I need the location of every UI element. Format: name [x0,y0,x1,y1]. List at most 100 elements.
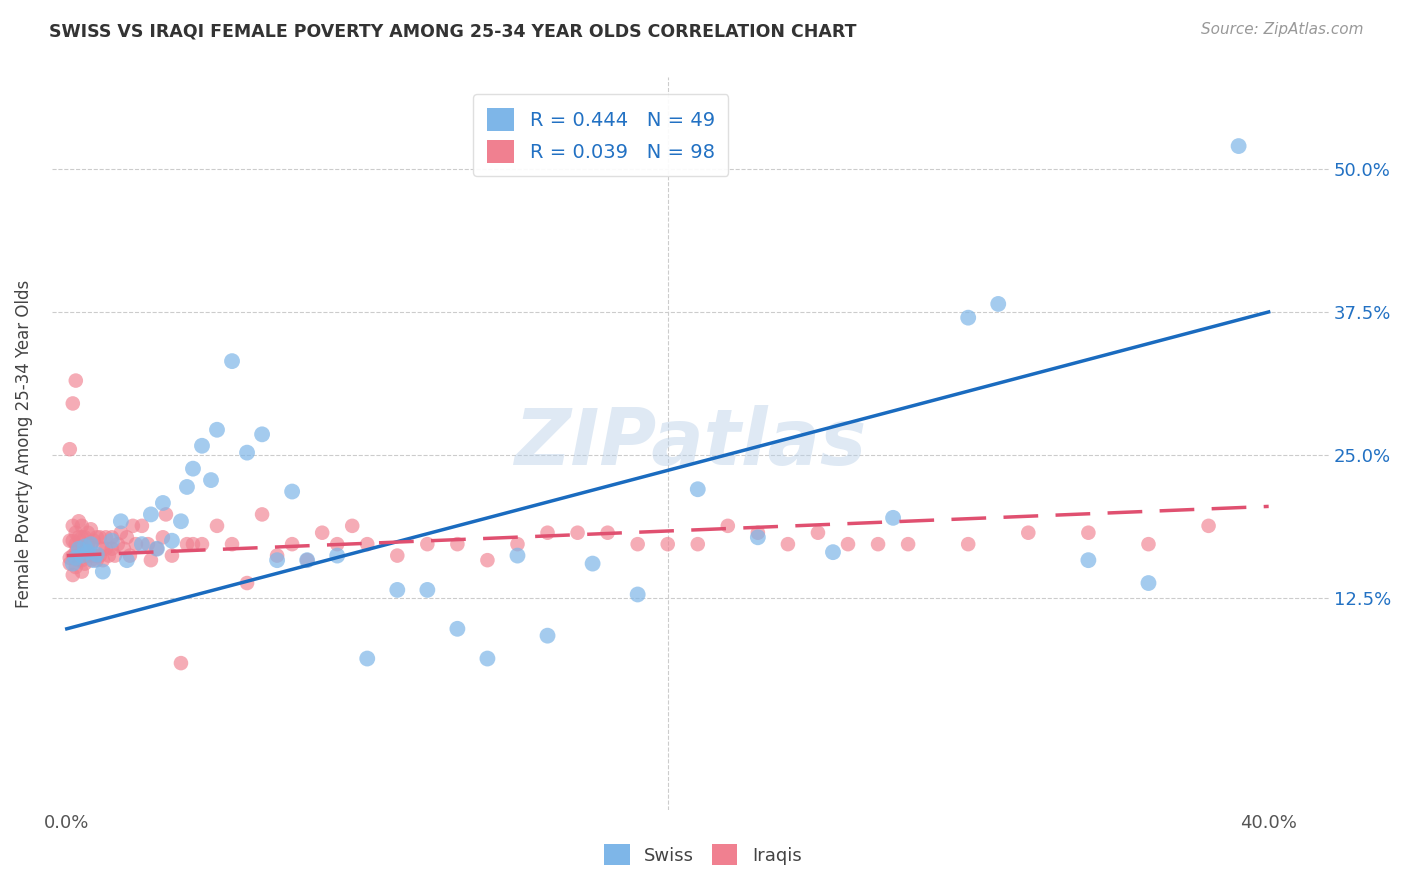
Point [89,530,111,544]
Point [387,549,409,563]
Point [62,549,84,563]
Y-axis label: Female Poverty Among 25-34 Year Olds: Female Poverty Among 25-34 Year Olds [15,279,32,607]
Point [205,423,228,437]
Point [221,354,243,368]
Point [747,525,769,540]
Point [266,549,288,563]
Point [115,553,138,567]
Point [170,656,193,670]
Point [326,549,349,563]
Point [236,445,259,459]
Point [250,427,273,442]
Point [957,310,980,325]
Point [191,537,214,551]
Point [146,541,169,556]
Point [62,396,84,410]
Point [76,537,98,551]
Point [266,553,288,567]
Point [536,525,558,540]
Point [91,541,114,556]
Point [416,582,439,597]
Point [67,541,90,556]
Point [506,549,529,563]
Point [73,541,96,556]
Point [416,537,439,551]
Point [73,557,96,571]
Point [686,537,709,551]
Point [73,540,96,554]
Point [65,550,87,565]
Point [1227,139,1250,153]
Point [717,519,740,533]
Point [155,508,177,522]
Point [80,553,103,567]
Point [94,541,117,556]
Point [176,537,198,551]
Point [200,473,222,487]
Point [70,541,93,556]
Point [94,530,117,544]
Point [356,537,378,551]
Point [1077,553,1099,567]
Point [295,553,318,567]
Point [65,374,87,388]
Point [686,482,709,496]
Point [115,530,138,544]
Point [70,565,93,579]
Point [160,533,183,548]
Point [80,522,103,536]
Point [657,537,679,551]
Point [776,537,799,551]
Point [882,511,904,525]
Point [110,525,132,540]
Point [62,557,84,571]
Point [627,537,650,551]
Point [122,519,145,533]
Point [477,553,499,567]
Text: Source: ZipAtlas.com: Source: ZipAtlas.com [1201,22,1364,37]
Point [446,537,468,551]
Point [80,537,103,551]
Point [118,549,141,563]
Point [236,576,259,591]
Point [65,560,87,574]
Point [897,537,920,551]
Point [73,530,96,544]
Point [160,549,183,563]
Point [83,549,105,563]
Point [581,557,603,571]
Point [342,519,364,533]
Point [747,530,769,544]
Point [65,537,87,551]
Point [311,525,333,540]
Point [170,514,193,528]
Point [70,530,93,544]
Point [957,537,980,551]
Point [70,553,93,567]
Point [281,537,304,551]
Legend: R = 0.444   N = 49, R = 0.039   N = 98: R = 0.444 N = 49, R = 0.039 N = 98 [474,95,728,177]
Point [91,565,114,579]
Point [65,545,87,559]
Point [86,553,108,567]
Point [146,541,169,556]
Point [250,508,273,522]
Point [65,525,87,540]
Point [205,519,228,533]
Point [152,496,174,510]
Point [1137,576,1160,591]
Point [76,525,98,540]
Point [131,537,153,551]
Point [62,568,84,582]
Point [89,549,111,563]
Point [567,525,589,540]
Legend: Swiss, Iraqis: Swiss, Iraqis [598,837,808,872]
Point [1137,537,1160,551]
Point [62,533,84,548]
Point [139,508,162,522]
Point [101,541,124,556]
Point [67,530,90,544]
Point [112,541,135,556]
Point [356,651,378,665]
Point [596,525,619,540]
